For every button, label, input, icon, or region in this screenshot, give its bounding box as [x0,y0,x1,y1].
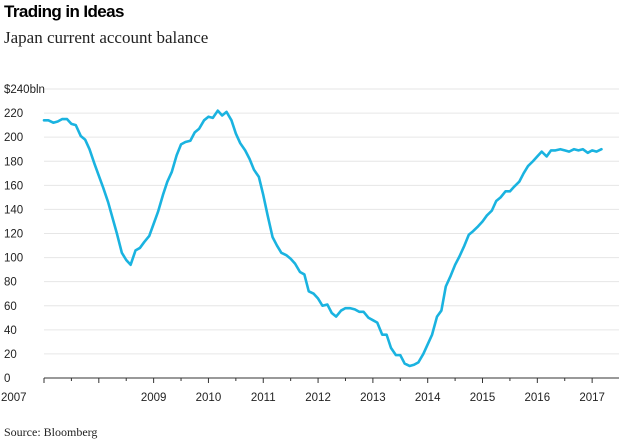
y-tick-label-100: 100 [4,253,23,265]
x-tick-label-2011: 2011 [251,392,276,404]
y-tick-label-20: 20 [4,349,17,361]
x-tick-label-2015: 2015 [470,392,496,404]
x-tick-label-2009: 2009 [141,392,167,404]
x-tick-label-2012: 2012 [305,392,331,404]
y-tick-label-60: 60 [4,301,17,313]
y-tick-label-180: 180 [4,156,23,168]
x-tick-label-2010: 2010 [196,392,222,404]
gridlines [44,88,619,355]
x-tick-label-2007: 2007 [1,392,27,404]
x-axis-labels: 2007 2009 2010 2011 2012 2013 2014 2015 2016 2017 [1,392,605,404]
y-tick-label-40: 40 [4,325,17,337]
y-tick-label-160: 160 [4,180,23,192]
x-tick-label-2017: 2017 [579,392,605,404]
x-tick-label-2014: 2014 [415,392,441,404]
y-tick-label-80: 80 [4,277,17,289]
chart-subtitle: Japan current account balance [4,28,209,47]
x-axis [43,377,619,383]
series-layer [42,109,603,368]
y-tick-label-140: 140 [4,204,23,216]
series-line-0 [42,109,603,368]
y-tick-label-120: 120 [4,229,23,241]
y-tick-label-220: 220 [4,108,23,120]
y-tick-label-0: 0 [4,373,10,385]
source-note: Source: Bloomberg [4,425,98,439]
chart-title: Trading in Ideas [4,2,124,21]
x-tick-label-2013: 2013 [360,392,386,404]
y-tick-label-200: 200 [4,132,23,144]
x-tick-label-2016: 2016 [525,392,551,404]
y-axis-labels: 0 20 40 60 80 100 120 140 160 180 200 220 $240bln [4,84,45,385]
y-tick-label-240: $240bln [4,84,45,96]
line-chart: 0 20 40 60 80 100 120 140 160 180 200 220 $240bln 20… [1,84,619,404]
